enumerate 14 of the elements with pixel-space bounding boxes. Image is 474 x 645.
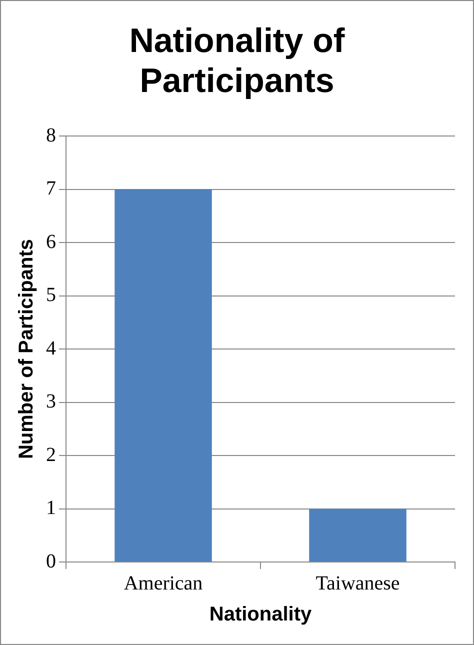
y-tick-label: 6 xyxy=(46,230,56,253)
y-tick-label: 3 xyxy=(46,390,56,412)
x-axis-title: Nationality xyxy=(209,604,312,626)
y-tick-label: 8 xyxy=(46,124,56,146)
y-tick-label: 0 xyxy=(46,550,56,572)
chart-title: Nationality of Participants xyxy=(128,21,346,102)
y-tick-label: 2 xyxy=(46,444,56,466)
y-tick-label: 5 xyxy=(46,284,56,306)
x-tick-label: American xyxy=(124,572,203,594)
y-tick-label: 4 xyxy=(46,337,56,360)
y-tick-label: 7 xyxy=(46,178,56,200)
y-axis-title: Number of Participants xyxy=(16,238,38,460)
y-tick-label: 1 xyxy=(46,497,56,519)
x-tick-label: Taiwanese xyxy=(316,572,400,594)
